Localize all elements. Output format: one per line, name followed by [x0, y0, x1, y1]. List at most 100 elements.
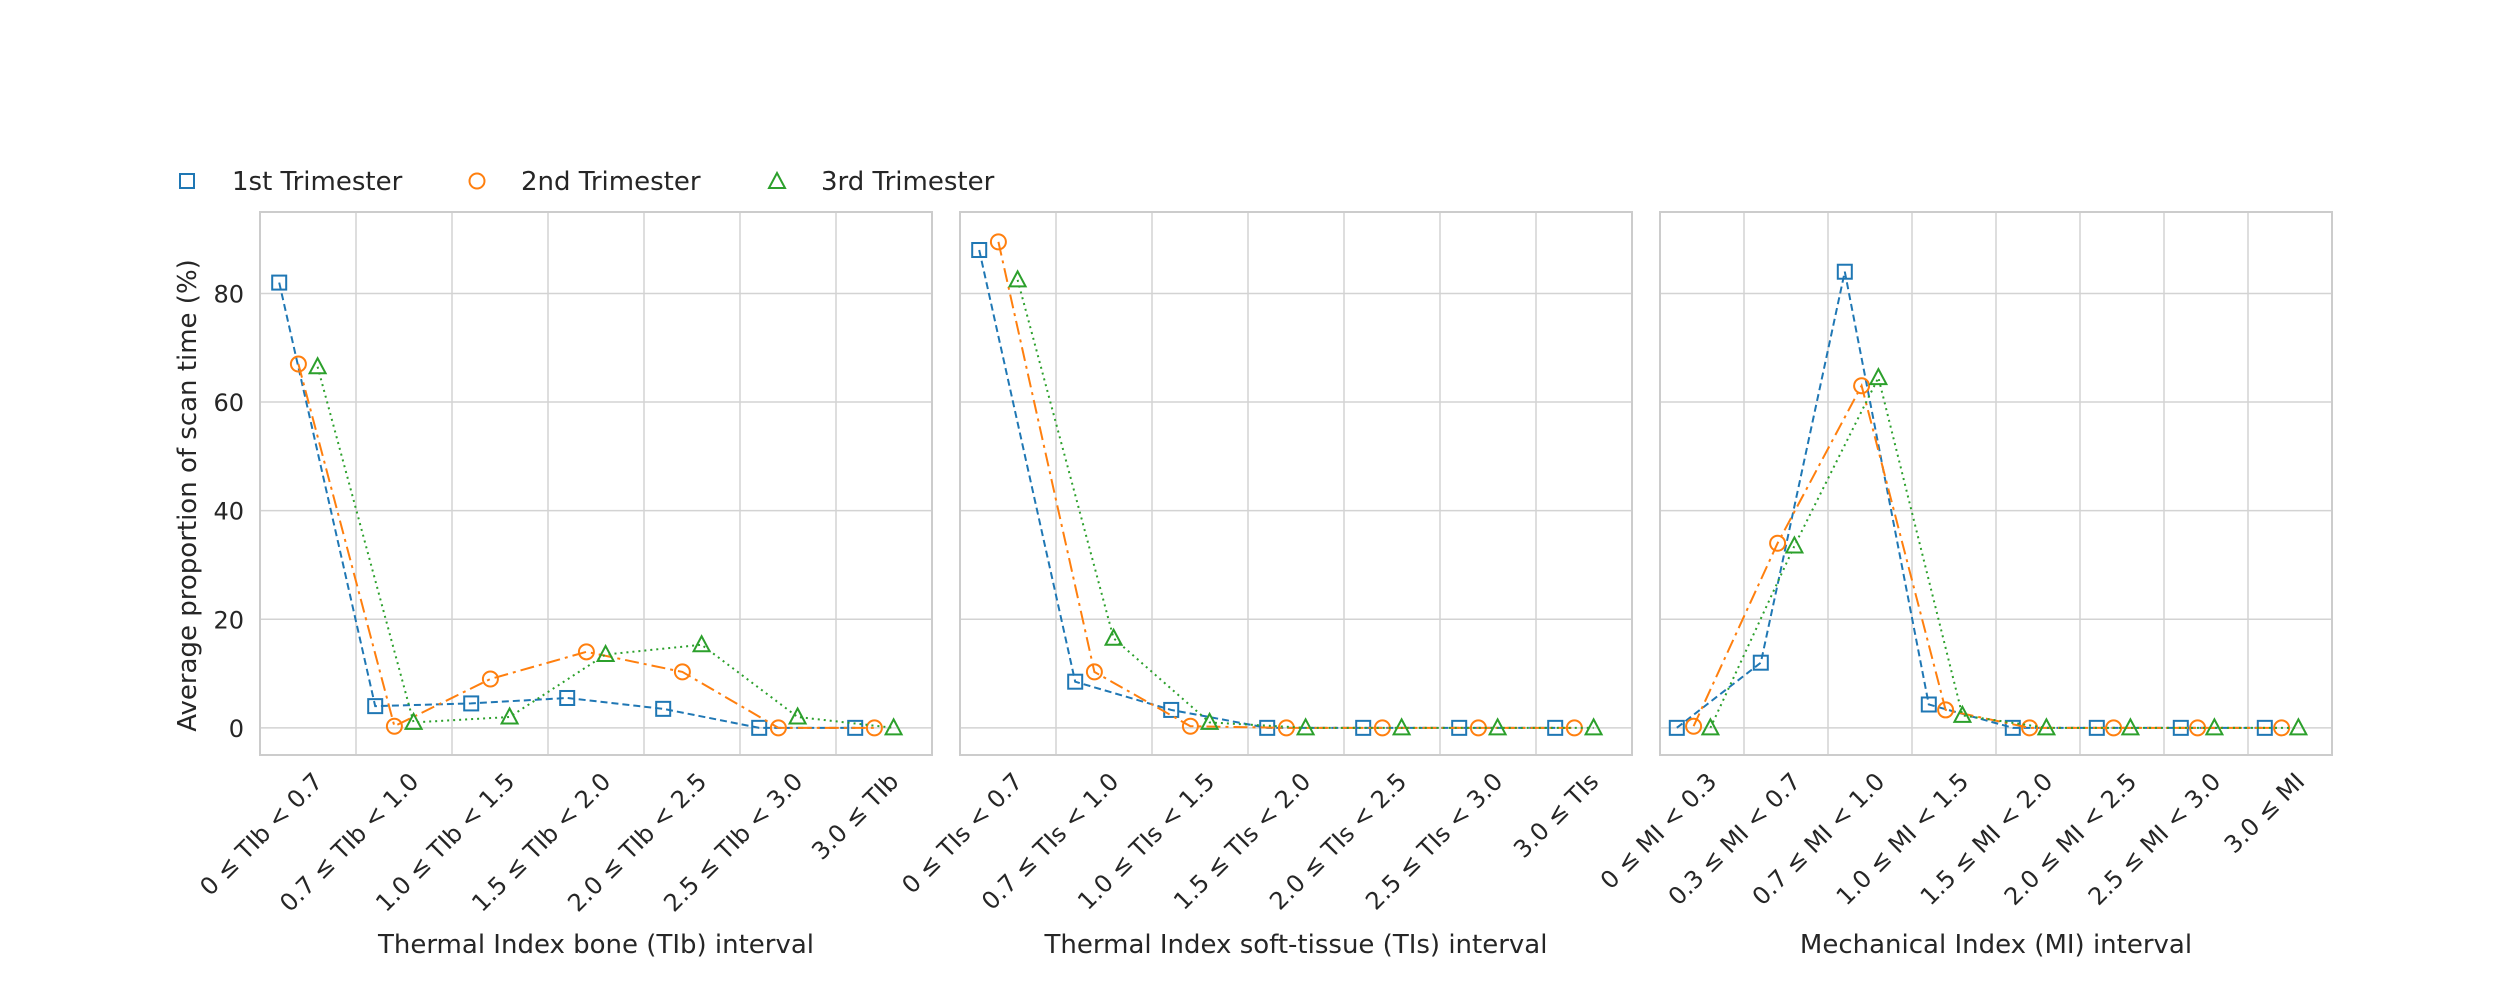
- legend-label-3rd-trimester: 3rd Trimester: [821, 167, 995, 197]
- x-tick-label: 3.0 ≤ TIb: [806, 767, 904, 865]
- data-point: [307, 356, 328, 375]
- data-point: [595, 643, 616, 663]
- series-line: [1692, 383, 2282, 729]
- legend-marker-circle: [468, 172, 486, 190]
- y-tick-label: 60: [213, 389, 244, 417]
- data-point: [1007, 269, 1028, 288]
- data-point: [2273, 719, 2291, 737]
- series-3: [307, 356, 904, 736]
- data-point: [271, 274, 288, 291]
- y-tick-label: 40: [213, 498, 244, 526]
- data-point: [1769, 534, 1787, 552]
- data-point: [989, 233, 1007, 251]
- data-point: [1085, 663, 1103, 681]
- data-point: [481, 670, 499, 688]
- x-axis-title: Thermal Index soft-tissue (TIs) interval: [1044, 930, 1548, 960]
- data-point: [1199, 711, 1220, 730]
- data-point: [2288, 717, 2309, 736]
- data-point: [769, 719, 787, 737]
- data-point: [367, 698, 384, 715]
- grid: [1660, 212, 2332, 755]
- chart-panel-2: 0 ≤ TIs < 0.70.7 ≤ TIs < 1.01.0 ≤ TIs < …: [896, 211, 1633, 960]
- series-line: [997, 241, 1575, 729]
- data-point: [1937, 701, 1955, 719]
- data-point: [1668, 719, 1685, 736]
- data-point: [2105, 719, 2123, 737]
- data-point: [1836, 263, 1853, 280]
- y-tick-label: 20: [213, 606, 244, 634]
- data-point: [289, 355, 307, 373]
- grid: [960, 212, 1632, 755]
- y-tick-label: 0: [229, 715, 244, 743]
- series-2: [289, 355, 883, 737]
- chart-panel-1: 0 20 40 60 80 Average proportion of scan time…: [173, 211, 933, 960]
- legend-label-1st-trimester: 1st Trimester: [232, 167, 403, 197]
- legend-item-3rd-trimester: 3rd Trimester: [767, 167, 995, 197]
- data-point: [1920, 696, 1937, 713]
- series-2: [989, 233, 1583, 737]
- data-point: [559, 689, 576, 706]
- data-point: [1067, 673, 1084, 690]
- chart-panel-3: 0 ≤ MI < 0.30.3 ≤ MI < 0.70.7 ≤ MI < 1.0…: [1595, 211, 2333, 960]
- series-line: [1676, 271, 2265, 729]
- chart-panels: 0 20 40 60 80 Average proportion of scan time…: [173, 211, 2333, 960]
- data-point: [2189, 719, 2207, 737]
- data-point: [883, 717, 904, 736]
- x-tick-label: 3.0 ≤ MI: [2219, 767, 2310, 858]
- series-1: [1668, 263, 2273, 736]
- data-point: [1181, 717, 1199, 735]
- series-line: [297, 363, 875, 729]
- x-axis-title: Thermal Index bone (TIb) interval: [377, 930, 814, 960]
- legend: 1st Trimester 2nd Trimester 3rd Trimeste…: [179, 167, 995, 197]
- legend-item-1st-trimester: 1st Trimester: [179, 167, 403, 197]
- data-point: [1163, 701, 1180, 718]
- plot-frame: [1659, 211, 2333, 756]
- data-point: [1952, 704, 1973, 723]
- data-point: [2036, 717, 2057, 736]
- data-point: [787, 706, 808, 725]
- data-point: [1752, 654, 1769, 671]
- data-point: [2004, 719, 2021, 736]
- data-point: [865, 719, 883, 737]
- data-point: [1583, 717, 1604, 736]
- data-point: [499, 706, 520, 725]
- legend-label-2nd-trimester: 2nd Trimester: [521, 167, 701, 197]
- data-point: [971, 242, 988, 259]
- series-2: [1685, 377, 2291, 737]
- series-1: [971, 242, 1564, 736]
- plot-frame: [259, 211, 933, 756]
- x-tick-label: 3.0 ≤ TIs: [1508, 767, 1604, 863]
- legend-marker-square: [179, 173, 195, 189]
- y-tick-label: 80: [213, 280, 244, 308]
- series-line: [1016, 279, 1594, 729]
- data-point: [1685, 717, 1703, 735]
- data-point: [1868, 366, 1889, 386]
- series-3: [1007, 269, 1604, 736]
- data-point: [1391, 717, 1412, 736]
- data-point: [2120, 717, 2141, 736]
- data-point: [385, 717, 403, 735]
- data-point: [1784, 535, 1805, 554]
- legend-item-2nd-trimester: 2nd Trimester: [468, 167, 701, 197]
- series-3: [1700, 366, 2309, 736]
- plot-frame: [959, 211, 1633, 756]
- data-point: [655, 700, 672, 717]
- legend-marker-triangle: [767, 170, 787, 189]
- data-point: [751, 719, 768, 736]
- grid: [260, 212, 932, 755]
- data-point: [1103, 627, 1124, 646]
- data-point: [2204, 717, 2225, 736]
- series-line: [278, 282, 856, 729]
- data-point: [673, 663, 691, 681]
- data-point: [2021, 719, 2039, 737]
- x-axis-title: Mechanical Index (MI) interval: [1800, 930, 2192, 960]
- y-axis-title: Average proportion of scan time (%): [173, 259, 203, 732]
- data-point: [1700, 717, 1721, 736]
- data-point: [463, 695, 480, 712]
- data-point: [403, 711, 424, 730]
- data-point: [691, 634, 712, 653]
- series-line: [316, 366, 894, 729]
- data-point: [1295, 717, 1316, 736]
- series-line: [978, 249, 1556, 729]
